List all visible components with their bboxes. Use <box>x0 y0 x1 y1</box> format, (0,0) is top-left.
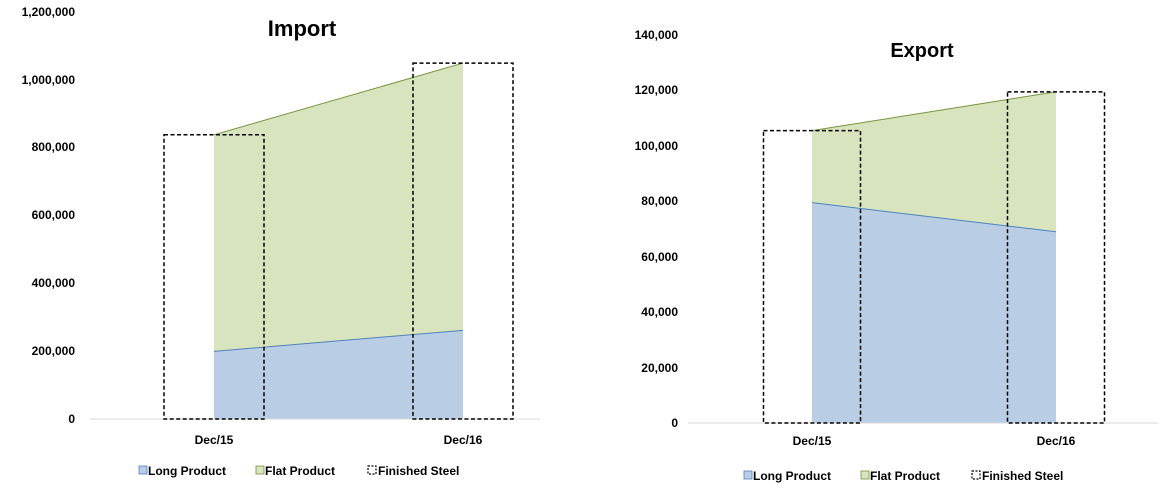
legend-label-finished-steel: Finished Steel <box>378 464 459 478</box>
legend-label-flat-product: Flat Product <box>870 469 940 483</box>
legend-label-long-product: Long Product <box>148 464 226 478</box>
import-chart-title: Import <box>268 16 337 41</box>
legend-swatch-flat-product <box>860 470 870 480</box>
import-y-tick: 200,000 <box>32 344 76 358</box>
import-long-product-line <box>213 329 464 352</box>
legend-swatch-finished-steel <box>367 465 377 475</box>
export-y-tick: 80,000 <box>641 194 678 208</box>
legend-swatch-flat-product <box>255 465 265 475</box>
export-y-tick: 140,000 <box>635 28 679 42</box>
export-y-tick: 40,000 <box>641 305 678 319</box>
export-long-product-line <box>811 202 1057 233</box>
legend-item-long-product: Long Product <box>743 469 831 483</box>
legend-swatch-long-product <box>138 465 148 475</box>
import-finished-steel-bar <box>163 134 265 420</box>
legend-item-finished-steel: Finished Steel <box>971 469 1063 483</box>
legend-label-finished-steel: Finished Steel <box>982 469 1063 483</box>
legend-swatch-long-product <box>743 470 753 480</box>
export-flat-product-area <box>812 91 1056 232</box>
export-x-tick: Dec/15 <box>793 434 832 448</box>
import-y-tick: 1,000,000 <box>22 73 76 87</box>
legend-item-flat-product: Flat Product <box>255 464 335 478</box>
export-long-product-area <box>812 202 1056 423</box>
import-x-tick: Dec/16 <box>444 433 483 447</box>
import-y-tick: 600,000 <box>32 208 76 222</box>
export-y-tick: 20,000 <box>641 361 678 375</box>
import-y-tick: 800,000 <box>32 140 76 154</box>
export-chart: Export 0 20,000 40,000 60,000 80,000 100… <box>635 28 1158 483</box>
import-y-axis: 0 200,000 400,000 600,000 800,000 1,000,… <box>22 5 76 426</box>
legend-swatch-finished-steel <box>971 470 981 480</box>
export-plot <box>688 91 1158 424</box>
export-y-tick: 0 <box>671 416 678 430</box>
import-chart: Import 0 200,000 400,000 600,000 800,000… <box>22 5 540 478</box>
legend-label-long-product: Long Product <box>753 469 831 483</box>
import-long-product-area <box>214 330 463 419</box>
legend-item-flat-product: Flat Product <box>860 469 940 483</box>
export-legend: Long Product Flat Product Finished Steel <box>743 469 1063 483</box>
export-y-axis: 0 20,000 40,000 60,000 80,000 100,000 12… <box>635 28 679 430</box>
legend-item-finished-steel: Finished Steel <box>367 464 459 478</box>
import-y-tick: 0 <box>68 412 75 426</box>
export-y-tick: 60,000 <box>641 250 678 264</box>
export-chart-title: Export <box>890 40 954 62</box>
export-finished-steel-bar <box>1006 91 1106 424</box>
import-plot <box>90 62 540 420</box>
export-y-tick: 120,000 <box>635 83 679 97</box>
legend-item-long-product: Long Product <box>138 464 226 478</box>
legend-label-flat-product: Flat Product <box>265 464 335 478</box>
export-finished-steel-bar <box>762 129 862 424</box>
import-flat-product-line <box>213 62 464 136</box>
export-x-tick: Dec/16 <box>1037 434 1076 448</box>
import-flat-product-area <box>214 63 463 352</box>
export-y-tick: 100,000 <box>635 139 679 153</box>
import-x-tick: Dec/15 <box>195 433 234 447</box>
export-flat-product-line <box>811 91 1057 132</box>
import-y-tick: 1,200,000 <box>22 5 76 19</box>
import-legend: Long Product Flat Product Finished Steel <box>138 464 459 478</box>
import-y-tick: 400,000 <box>32 276 76 290</box>
